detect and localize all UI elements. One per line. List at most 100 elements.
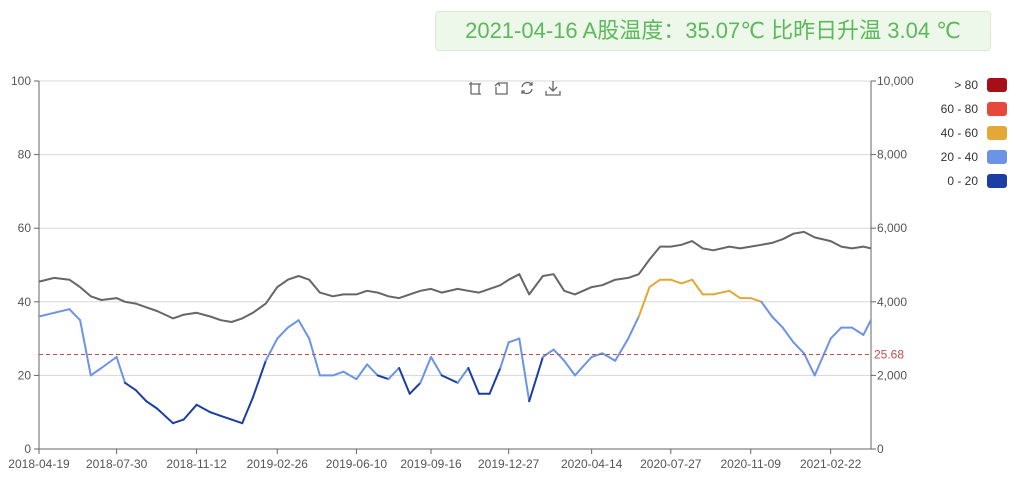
temperature-segment [518,337,531,403]
temperature-segment [851,326,865,336]
temperature-segment [209,411,222,417]
temperature-segment [89,367,103,377]
temperature-segment [419,356,432,384]
temperature-segment [440,374,459,384]
x-tick-label: 2019-02-26 [247,457,309,471]
zoom-reset-icon[interactable] [493,80,509,96]
temperature-segment [499,341,510,369]
legend-label: 60 - 80 [941,102,979,116]
temperature-segment [39,311,56,318]
visual-map-legend: > 80 60 - 80 40 - 60 20 - 40 0 - 20 [941,78,1007,188]
temperature-segment [691,278,704,296]
x-tick-label: 2019-09-16 [400,457,462,471]
y-left-tick-label: 100 [11,74,31,88]
temperature-segment [297,319,311,340]
temperature-series [39,278,871,425]
temperature-segment [792,341,805,355]
temperature-segment [115,356,126,384]
temperature-segment [241,396,254,425]
temperature-segment [331,370,345,377]
temperature-segment [124,381,137,392]
temperature-segment [648,278,662,289]
temperature-segment [590,352,604,358]
temperature-segment [552,348,566,362]
temperature-segment [637,286,651,318]
x-tick-label: 2020-04-14 [561,457,623,471]
temperature-segment [308,337,321,377]
temperature-segment [195,403,212,414]
y-left-tick-label: 80 [18,148,32,162]
temperature-segment [813,337,832,377]
y-left-tick-label: 20 [18,368,32,382]
grid-lines [39,80,871,450]
legend-swatch[interactable] [987,174,1007,188]
legend-swatch[interactable] [987,78,1007,92]
x-tick-label: 2020-07-27 [640,457,702,471]
legend-swatch[interactable] [987,126,1007,140]
temperature-banner: 2021-04-16 A股温度：35.07℃ 比昨日升温 3.04 ℃ [435,11,991,51]
temperature-segment [79,319,92,377]
legend-label: 40 - 60 [941,126,979,140]
temperature-segment [614,337,630,362]
temperature-segment [749,297,763,303]
x-tick-label: 2018-11-12 [166,457,227,471]
temperature-segment [829,326,843,340]
temperature-segment [467,367,480,395]
legend-label: 0 - 20 [947,174,978,188]
banner-temperature: 35.07 [685,18,741,43]
temperature-segment [771,315,784,329]
temperature-segment [680,278,694,285]
temperature-segment [286,319,300,329]
restore-icon[interactable] [519,80,535,96]
toolbox [467,80,561,96]
temperature-segment [541,348,555,358]
banner-change-label: 比昨日升温 [765,18,888,43]
y-right-tick-label: 10,000 [877,74,914,88]
temperature-segment [760,300,773,318]
y-right-tick-label: 4,000 [877,295,907,309]
y-right-tick-label: 6,000 [877,221,907,235]
temperature-segment [573,356,593,377]
index-series [39,230,871,323]
save-icon[interactable] [545,80,561,96]
legend-swatch[interactable] [987,102,1007,116]
banner-change-value: 3.04 [887,18,931,43]
y-right-tick-label: 8,000 [877,148,907,162]
temperature-segment [342,370,358,381]
temperature-segment [712,289,731,296]
temperature-segment [366,363,379,377]
legend-label: 20 - 40 [941,150,979,164]
mark-line-label: 25.68 [874,347,904,361]
index-line [39,230,871,323]
y-right-tick-label: 2,000 [877,368,907,382]
x-tick-label: 2018-04-19 [8,457,70,471]
temperature-segment [100,356,118,369]
temperature-segment [601,352,617,362]
temperature-segment [627,315,640,340]
temperature-segment [53,308,71,314]
x-tick-label: 2019-12-27 [478,457,540,471]
banner-date: 2021-04-16 [465,18,578,43]
temperature-segment [134,389,148,403]
banner-label: A股温度： [577,18,686,43]
temperature-segment [264,337,279,362]
temperature-segment [376,374,390,381]
x-tick-label: 2020-11-09 [720,457,781,471]
temperature-segment [507,337,521,344]
temperature-segment [862,318,871,336]
y-left-tick-label: 0 [24,442,31,456]
x-tick-label: 2021-02-22 [800,457,862,471]
zoom-icon[interactable] [467,80,483,96]
y-left-tick-label: 60 [18,221,32,235]
temperature-segment [172,418,185,425]
temperature-segment [728,289,742,300]
legend-swatch[interactable] [987,150,1007,164]
temperature-segment [488,367,502,395]
x-tick-label: 2019-06-10 [326,457,388,471]
temperature-segment [182,403,198,421]
banner-unit: ℃ [740,18,765,43]
banner-change-unit: ℃ [930,18,961,43]
temperature-segment [408,381,422,395]
temperature-segment [145,400,158,410]
y-left-tick-label: 40 [18,295,32,309]
